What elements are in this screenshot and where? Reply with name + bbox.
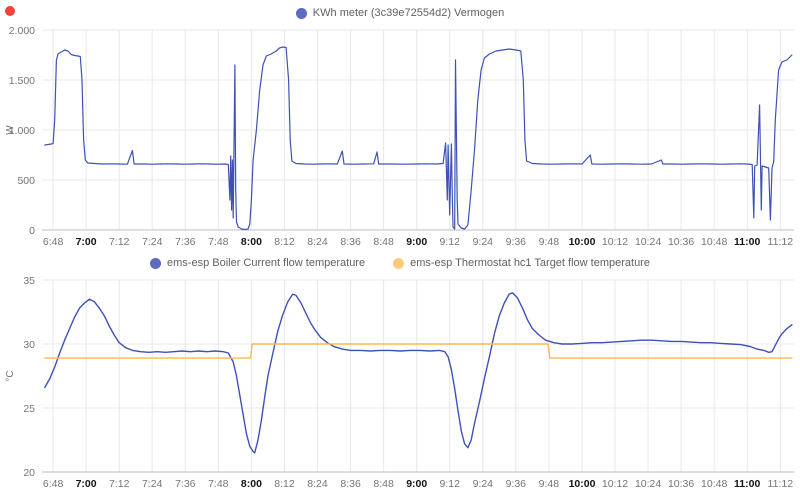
svg-text:11:00: 11:00 — [734, 236, 760, 248]
svg-text:6:48: 6:48 — [43, 236, 64, 248]
legend-series-dot-icon — [295, 7, 307, 19]
svg-text:7:24: 7:24 — [142, 236, 163, 248]
svg-text:2.000: 2.000 — [9, 26, 35, 37]
svg-text:8:48: 8:48 — [373, 236, 394, 248]
legend-series-dot-icon — [150, 257, 162, 269]
red-status-dot — [5, 6, 15, 16]
legend-series-label: KWh meter (3c39e72554d2) Vermogen — [312, 7, 505, 19]
svg-text:9:36: 9:36 — [506, 478, 527, 490]
svg-text:7:36: 7:36 — [175, 478, 196, 490]
svg-text:10:36: 10:36 — [668, 236, 694, 248]
svg-text:10:00: 10:00 — [569, 236, 596, 248]
svg-text:10:00: 10:00 — [569, 478, 596, 490]
svg-text:7:48: 7:48 — [208, 236, 229, 248]
svg-text:8:36: 8:36 — [340, 478, 361, 490]
svg-text:11:12: 11:12 — [768, 478, 794, 490]
svg-text:0: 0 — [29, 225, 35, 237]
svg-text:9:00: 9:00 — [406, 478, 427, 490]
legend-item: KWh meter (3c39e72554d2) Vermogen — [295, 7, 505, 19]
svg-text:10:36: 10:36 — [668, 478, 694, 490]
svg-text:8:12: 8:12 — [274, 478, 295, 490]
power-chart-legend: KWh meter (3c39e72554d2) Vermogen — [0, 0, 800, 26]
legend-item: ems-esp Boiler Current flow temperature — [150, 257, 365, 269]
svg-text:8:48: 8:48 — [373, 478, 394, 490]
svg-text:20: 20 — [23, 467, 35, 479]
svg-text:7:12: 7:12 — [109, 236, 130, 248]
svg-text:7:48: 7:48 — [208, 478, 229, 490]
svg-text:8:00: 8:00 — [241, 236, 262, 248]
svg-text:1.000: 1.000 — [9, 125, 35, 137]
svg-text:30: 30 — [23, 339, 35, 351]
svg-text:11:00: 11:00 — [734, 478, 760, 490]
svg-text:10:12: 10:12 — [602, 478, 628, 490]
temperature-chart-section: ems-esp Boiler Current flow temperature e… — [0, 250, 800, 503]
legend-item: ems-esp Thermostat hc1 Target flow tempe… — [393, 257, 650, 269]
svg-text:7:00: 7:00 — [76, 478, 97, 490]
svg-text:10:24: 10:24 — [635, 236, 661, 248]
svg-text:9:48: 9:48 — [539, 236, 560, 248]
svg-text:7:36: 7:36 — [175, 236, 196, 248]
svg-text:9:12: 9:12 — [439, 236, 460, 248]
legend-series-label: ems-esp Boiler Current flow temperature — [167, 257, 366, 269]
temperature-chart-legend: ems-esp Boiler Current flow temperature e… — [0, 250, 800, 276]
legend-series-label: ems-esp Thermostat hc1 Target flow tempe… — [410, 257, 650, 269]
svg-text:6:48: 6:48 — [43, 478, 64, 490]
svg-text:9:24: 9:24 — [473, 478, 494, 490]
svg-text:35: 35 — [23, 276, 35, 287]
svg-text:W: W — [5, 125, 16, 135]
power-chart-section: KWh meter (3c39e72554d2) Vermogen 0 500 1.… — [0, 0, 800, 250]
svg-text:7:00: 7:00 — [76, 236, 97, 248]
svg-text:9:24: 9:24 — [473, 236, 494, 248]
svg-text:9:00: 9:00 — [406, 236, 427, 248]
svg-text:1.500: 1.500 — [9, 75, 35, 87]
svg-text:500: 500 — [17, 175, 35, 187]
svg-text:°C: °C — [5, 370, 16, 381]
power-chart[interactable]: 0 500 1.000 1.500 2.000 6:48 7:00 7:12 7:24 7:36 7… — [0, 26, 800, 250]
svg-text:7:24: 7:24 — [142, 478, 163, 490]
svg-text:9:48: 9:48 — [539, 478, 560, 490]
temperature-chart[interactable]: 20 25 30 35 6:48 7:00 7:12 7:24 7:36 7:48 8:00 8:12… — [0, 276, 800, 503]
svg-text:25: 25 — [23, 403, 35, 415]
svg-text:8:12: 8:12 — [274, 236, 295, 248]
svg-text:10:24: 10:24 — [635, 478, 661, 490]
svg-text:11:12: 11:12 — [768, 236, 794, 248]
svg-text:10:48: 10:48 — [701, 478, 727, 490]
svg-text:8:00: 8:00 — [241, 478, 262, 490]
svg-text:10:12: 10:12 — [602, 236, 628, 248]
svg-text:7:12: 7:12 — [109, 478, 130, 490]
svg-text:9:12: 9:12 — [439, 478, 460, 490]
svg-text:8:36: 8:36 — [340, 236, 361, 248]
legend-series-dot-icon — [393, 257, 405, 269]
svg-text:8:24: 8:24 — [307, 478, 328, 490]
svg-text:10:48: 10:48 — [701, 236, 727, 248]
svg-text:9:36: 9:36 — [506, 236, 527, 248]
svg-text:8:24: 8:24 — [307, 236, 328, 248]
